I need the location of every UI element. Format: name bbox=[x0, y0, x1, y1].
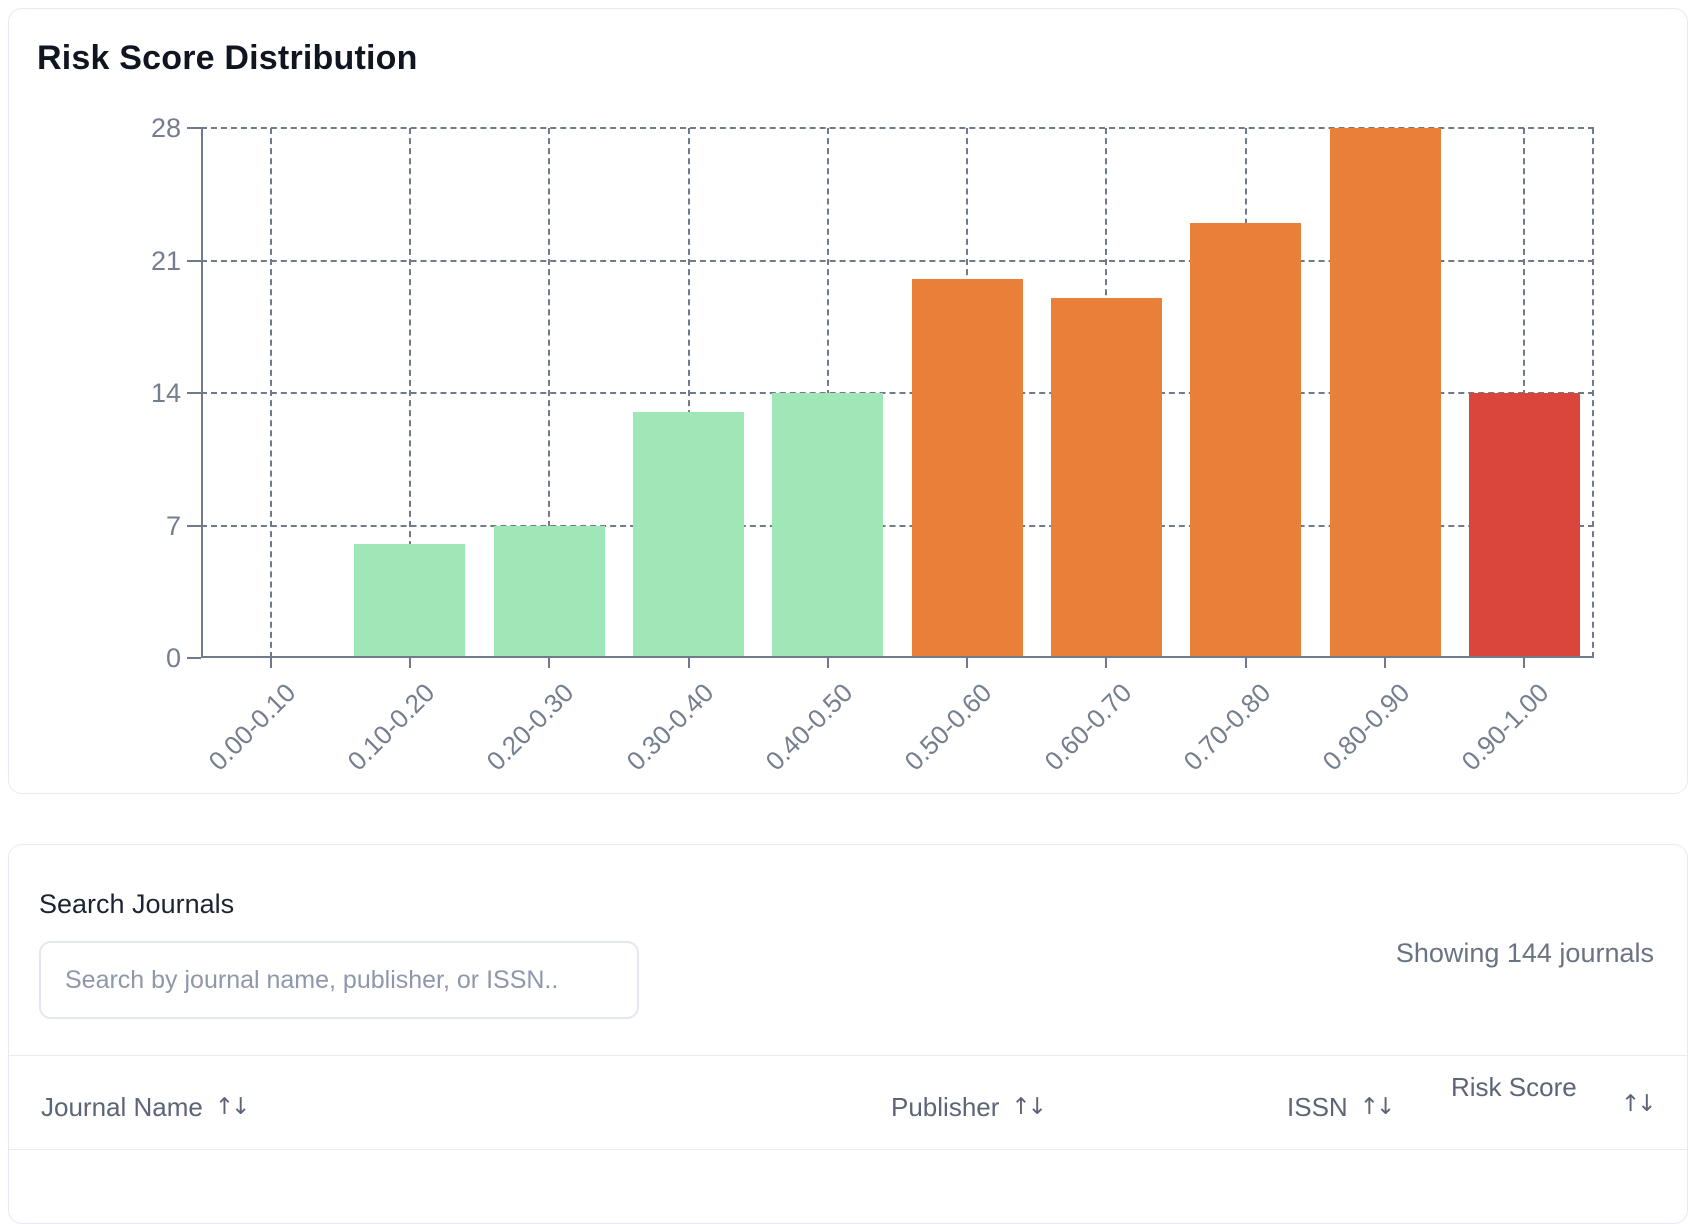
sort-icon[interactable]: ↑↓ bbox=[1621, 1091, 1657, 1117]
x-tick-label-0.50-0.60: 0.50-0.60 bbox=[898, 677, 998, 777]
y-axis-line bbox=[201, 128, 203, 658]
sort-icon[interactable]: ↑↓ bbox=[1359, 1094, 1396, 1120]
risk-score-label: Risk Score bbox=[1451, 1072, 1577, 1102]
risk-score-distribution-card: Risk Score Distribution 0 7 14 21 28 0.00-0.1… bbox=[8, 8, 1688, 794]
bar-0.60-0.70[interactable] bbox=[1050, 298, 1162, 658]
gridline-x-1 bbox=[408, 128, 411, 658]
publisher-label: Publisher bbox=[891, 1092, 1000, 1122]
gridline-y-14 bbox=[201, 392, 1594, 394]
sort-icon[interactable]: ↑↓ bbox=[1011, 1094, 1047, 1120]
x-axis-tick-1 bbox=[408, 658, 411, 668]
x-axis-tick-7 bbox=[1244, 658, 1247, 668]
journal-search-card: Search Journals Showing 144 journals Jou… bbox=[8, 844, 1688, 1224]
y-tick-label-28: 28 bbox=[150, 113, 181, 143]
x-axis-tick-3 bbox=[687, 658, 690, 668]
y-tick-label-7: 7 bbox=[165, 510, 181, 541]
x-tick-label-0.80-0.90: 0.80-0.90 bbox=[1316, 677, 1416, 777]
bar-0.40-0.50[interactable] bbox=[772, 393, 884, 658]
gridline-y-21 bbox=[201, 259, 1594, 262]
bar-0.70-0.80[interactable] bbox=[1190, 222, 1302, 658]
gridline-x-2 bbox=[548, 128, 551, 658]
x-axis-tick-4 bbox=[826, 658, 829, 668]
issn-label: ISSN bbox=[1287, 1092, 1348, 1122]
y-axis-tick-21 bbox=[187, 259, 201, 262]
column-header-risk-score[interactable]: Risk Score bbox=[1451, 1069, 1581, 1105]
x-axis-line bbox=[201, 656, 1594, 658]
x-axis-tick-6 bbox=[1105, 658, 1108, 668]
journal-search-input[interactable] bbox=[39, 941, 639, 1019]
plot-area: 0 7 14 21 28 0.00-0.10 0.10-0.20 0.20-0.30 0.30-… bbox=[151, 113, 1594, 776]
column-header-publisher[interactable]: Publisher ↑↓ bbox=[891, 1091, 1047, 1123]
y-tick-label-21: 21 bbox=[150, 245, 181, 276]
y-tick-label-0: 0 bbox=[165, 643, 181, 673]
y-axis-tick-28 bbox=[187, 127, 201, 129]
x-axis-tick-5 bbox=[966, 658, 969, 668]
x-tick-label-0.70-0.80: 0.70-0.80 bbox=[1177, 677, 1277, 777]
gridline-x-0 bbox=[269, 128, 272, 658]
bar-0.30-0.40[interactable] bbox=[633, 411, 745, 658]
bar-0.20-0.30[interactable] bbox=[493, 525, 605, 658]
bar-0.90-1.00[interactable] bbox=[1468, 393, 1580, 658]
journal-name-label: Journal Name bbox=[41, 1092, 203, 1122]
x-axis-tick-0 bbox=[269, 658, 272, 668]
bar-0.80-0.90[interactable] bbox=[1329, 128, 1441, 658]
y-axis-tick-14 bbox=[187, 392, 201, 394]
search-journals-heading: Search Journals bbox=[39, 889, 235, 919]
bar-0.50-0.60[interactable] bbox=[911, 279, 1023, 658]
column-header-journal-name[interactable]: Journal Name ↑↓ bbox=[41, 1091, 251, 1123]
x-tick-label-0.40-0.50: 0.40-0.50 bbox=[759, 677, 859, 777]
x-tick-label-0.10-0.20: 0.10-0.20 bbox=[341, 677, 441, 777]
x-tick-label-0.30-0.40: 0.30-0.40 bbox=[620, 677, 720, 777]
x-axis-tick-8 bbox=[1384, 658, 1387, 668]
y-tick-label-14: 14 bbox=[150, 378, 181, 408]
gridline-x-3 bbox=[687, 128, 690, 658]
table-header-top-divider bbox=[9, 1055, 1687, 1056]
x-tick-label-0.00-0.10: 0.00-0.10 bbox=[202, 677, 302, 777]
table-header-bottom-divider bbox=[9, 1149, 1687, 1150]
y-axis-tick-7 bbox=[187, 524, 201, 527]
column-header-issn[interactable]: ISSN ↑↓ bbox=[1287, 1091, 1396, 1123]
gridline-y-28 bbox=[201, 127, 1594, 129]
gridline-y-7 bbox=[201, 524, 1594, 527]
y-axis-tick-0 bbox=[187, 657, 201, 659]
x-tick-label-0.90-1.00: 0.90-1.00 bbox=[1455, 677, 1555, 777]
sort-icon[interactable]: ↑↓ bbox=[214, 1094, 251, 1120]
x-tick-label-0.20-0.30: 0.20-0.30 bbox=[480, 677, 580, 777]
x-axis-tick-9 bbox=[1523, 658, 1526, 668]
plot-right-edge bbox=[1592, 128, 1594, 658]
x-tick-label-0.60-0.70: 0.60-0.70 bbox=[1038, 677, 1137, 777]
bar-0.10-0.20[interactable] bbox=[354, 544, 466, 658]
results-summary: Showing 144 journals bbox=[1395, 938, 1654, 968]
x-axis-tick-2 bbox=[548, 658, 551, 668]
chart-title: Risk Score Distribution bbox=[37, 39, 418, 77]
